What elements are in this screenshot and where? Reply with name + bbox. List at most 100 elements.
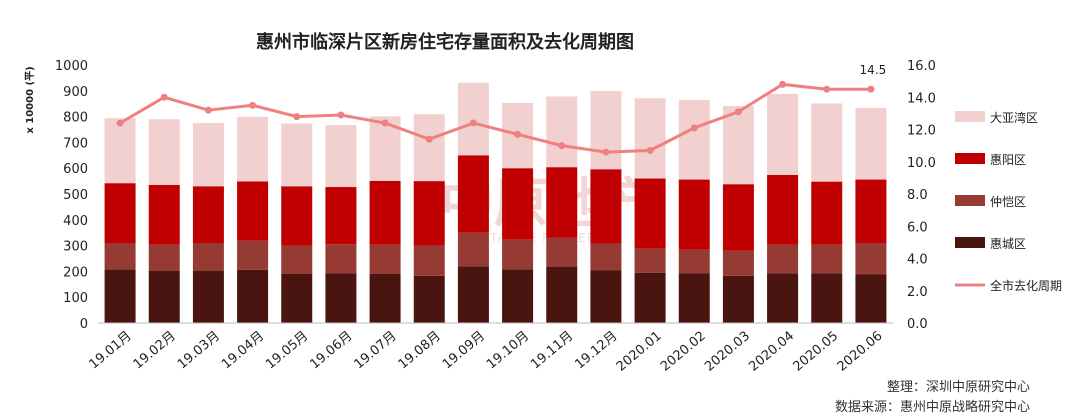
y-tick-label: 200 [63, 265, 88, 280]
bar-segment [192, 186, 224, 244]
x-tick-label: 19.08月 [396, 329, 444, 373]
bar-segment [325, 125, 357, 188]
line-point [381, 119, 389, 127]
line-point [690, 124, 698, 132]
bar-segment [457, 232, 489, 267]
x-tick-label: 19.02月 [131, 329, 179, 373]
bar-segment [281, 273, 313, 323]
bar-segment [678, 273, 710, 323]
x-tick-label: 19.07月 [352, 329, 400, 373]
bar-segment [722, 184, 754, 251]
line-point [337, 111, 345, 119]
y2-tick-label: 16.0 [907, 59, 936, 74]
x-tick-label: 2020.06 [835, 329, 886, 375]
bar-segment [413, 245, 445, 276]
line-point [160, 93, 168, 101]
bar-segment [502, 239, 534, 270]
x-tick-label: 2020.02 [658, 329, 709, 375]
bar-segment [148, 119, 180, 185]
bar-segment [590, 169, 622, 244]
bar-segment [678, 249, 710, 274]
line-point [558, 142, 566, 150]
line-point [514, 130, 522, 138]
y-tick-label: 1000 [55, 59, 88, 74]
legend-swatch [955, 237, 985, 248]
bar-segment [767, 244, 799, 274]
bar-segment [281, 123, 313, 187]
y2-axis: 0.0 2.0 4.0 6.0 8.0 10.0 12.0 14.0 16.0 [907, 59, 936, 332]
y2-tick-label: 2.0 [907, 285, 928, 300]
bar-segment [811, 244, 843, 274]
bar-segment [104, 118, 136, 184]
bar-segment [413, 275, 445, 323]
line-point [204, 106, 212, 114]
bar-segment [457, 82, 489, 156]
line-point [867, 85, 875, 93]
y-tick-label: 300 [63, 240, 88, 255]
y-axis-unit: x 10000 (平) [24, 66, 36, 133]
legend-swatch [955, 111, 985, 122]
bar-segment [546, 237, 578, 268]
y-tick-label: 400 [63, 214, 88, 229]
bar-segment [546, 96, 578, 168]
x-tick-label: 19.12月 [572, 329, 620, 373]
bar-segment [369, 273, 401, 323]
x-tick-label: 2020.03 [702, 329, 753, 375]
bar-segment [325, 273, 357, 323]
x-tick-label: 19.01月 [87, 329, 135, 373]
bar-segment [855, 274, 887, 323]
x-tick-label: 19.06月 [307, 329, 355, 373]
y2-tick-label: 6.0 [907, 220, 928, 235]
bar-segment [546, 267, 578, 323]
y-tick-label: 100 [63, 291, 88, 306]
y-tick-label: 900 [63, 85, 88, 100]
footer-compiler: 整理：深圳中原研究中心 [887, 380, 1030, 395]
bar-segment [104, 243, 136, 270]
line-point [823, 85, 831, 93]
bar-segment [590, 270, 622, 323]
x-tick-label: 19.09月 [440, 329, 488, 373]
bar-segment [678, 179, 710, 250]
y2-tick-label: 4.0 [907, 253, 928, 268]
bar-segment [148, 184, 180, 245]
bar-segment [722, 106, 754, 185]
bar-segment [811, 273, 843, 323]
bar-segment [325, 244, 357, 274]
line-point [779, 80, 787, 88]
bar-segment [148, 244, 180, 271]
bar-segment [148, 270, 180, 323]
bar-segment [634, 98, 666, 179]
bar-segment [678, 99, 710, 180]
y-axis: 0 100 200 300 400 500 600 700 800 900 1000 [55, 59, 88, 332]
y-tick-label: 600 [63, 162, 88, 177]
bar-segment [502, 269, 534, 323]
bar-segment [281, 245, 313, 274]
bar-segment [767, 174, 799, 245]
y-tick-label: 700 [63, 136, 88, 151]
bar-segment [237, 181, 269, 241]
bar-segment [590, 243, 622, 271]
y2-tick-label: 10.0 [907, 156, 936, 171]
y2-tick-label: 12.0 [907, 124, 936, 139]
bar-segment [634, 272, 666, 323]
bar-segment [855, 107, 887, 180]
bar-segment [192, 270, 224, 323]
bar-segment [855, 179, 887, 244]
line-point [249, 101, 257, 109]
bar-segment [811, 181, 843, 245]
bar-segment [104, 183, 136, 244]
line-end-label: 14.5 [860, 63, 887, 77]
x-tick-label: 2020.05 [790, 329, 841, 375]
line-series: 14.5 [116, 63, 887, 156]
y2-tick-label: 0.0 [907, 317, 928, 332]
y2-tick-label: 14.0 [907, 91, 936, 106]
x-tick-label: 19.03月 [175, 329, 223, 373]
bar-segment [502, 168, 534, 240]
x-tick-label: 19.10月 [484, 329, 532, 373]
legend-label: 仲恺区 [990, 195, 1026, 209]
x-tick-label: 2020.01 [614, 329, 665, 375]
y-tick-label: 0 [80, 317, 88, 332]
bar-segment [237, 269, 269, 323]
